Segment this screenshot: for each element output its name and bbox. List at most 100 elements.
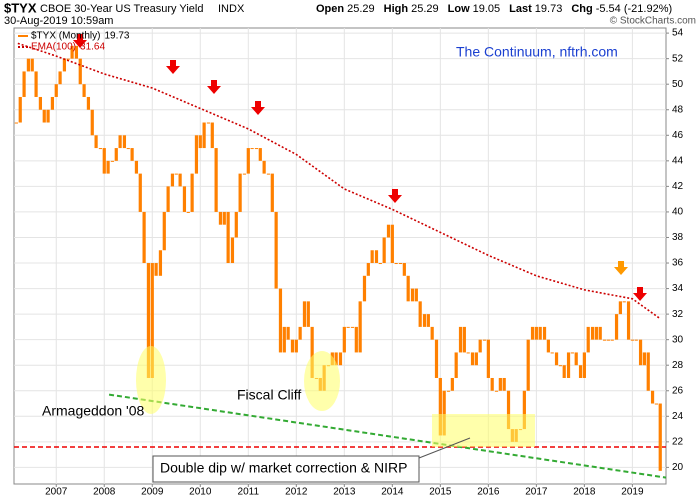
x-tick-label: 2018: [573, 487, 596, 498]
x-tick-label: 2011: [238, 487, 260, 498]
price-bar: [34, 71, 38, 97]
price-bar: [390, 224, 394, 264]
annotation: The Continuum, nftrh.com: [456, 44, 618, 60]
callout-line: [418, 437, 471, 459]
legend-value: 31.64: [80, 42, 105, 53]
price-bar: [86, 96, 91, 110]
price-bar: [122, 135, 127, 149]
instrument-name: CBOE 30-Year US Treasury Yield: [40, 3, 203, 15]
price-bar: [530, 326, 535, 340]
price-bar: [170, 173, 175, 187]
price-bar: [310, 326, 314, 378]
price-bar: [490, 377, 494, 391]
price-bar: [458, 326, 463, 353]
exchange: INDX: [218, 3, 245, 15]
price-bar: [366, 263, 370, 276]
price-bar: [550, 352, 554, 354]
price-bar: [130, 148, 134, 161]
price-bar: [606, 339, 610, 341]
price-bar: [30, 58, 34, 72]
price-bar: [554, 352, 559, 366]
price-bar: [50, 96, 55, 110]
x-tick-label: 2010: [189, 487, 212, 498]
price-bar: [174, 173, 178, 175]
highlight: [432, 414, 535, 447]
price-bar: [118, 135, 122, 149]
price-bar: [250, 148, 254, 150]
y-tick-label: 52: [672, 53, 684, 64]
stat-value: 19.05: [473, 3, 501, 15]
price-bar: [650, 390, 655, 404]
price-bar: [362, 275, 367, 302]
y-tick-label: 36: [672, 258, 684, 269]
arrow: [388, 189, 402, 203]
y-tick-label: 50: [672, 79, 684, 90]
price-bar: [158, 250, 163, 276]
x-tick-label: 2014: [381, 487, 404, 498]
price-bar: [198, 135, 202, 149]
price-bar: [278, 288, 283, 353]
price-bar: [266, 173, 271, 175]
price-bar: [430, 326, 434, 340]
stat-label: Low: [448, 3, 470, 15]
y-tick-label: 34: [672, 283, 684, 294]
x-tick-label: 2016: [477, 487, 500, 498]
price-bar: [438, 377, 442, 436]
price-bar: [382, 237, 386, 264]
price-bar: [546, 339, 550, 353]
price-bar: [94, 135, 98, 149]
arrow: [207, 80, 221, 94]
price-bar: [18, 96, 22, 123]
price-bar: [618, 301, 622, 315]
price-bar: [162, 211, 166, 251]
legend-label: EMA(100): [31, 42, 76, 53]
price-bar: [286, 326, 290, 340]
price-bar: [134, 160, 139, 174]
price-bar: [282, 326, 286, 353]
price-bar: [482, 339, 487, 341]
price-bar: [226, 211, 230, 264]
price-bar: [206, 122, 211, 124]
price-bar: [242, 173, 247, 175]
legend-label: $TYX (Monthly): [31, 31, 100, 42]
price-bar: [594, 326, 598, 340]
legend: $TYX (Monthly) 19.73 EMA(100) 31.64: [18, 31, 130, 53]
grid: 20 22 24 26 28 30 32 34 36 38 40 42 44 46 48 50 52 54 2007…: [14, 28, 684, 498]
price-bar: [626, 301, 631, 340]
y-tick-label: 20: [672, 462, 684, 473]
price-bar: [302, 301, 307, 327]
price-bar: [578, 365, 583, 378]
price-bar: [486, 339, 490, 378]
price-bar: [102, 148, 106, 174]
price-bar: [478, 339, 482, 353]
price-bar: [422, 314, 427, 327]
price-bar: [82, 84, 86, 97]
price-bar: [622, 301, 626, 303]
price-bar: [334, 352, 338, 366]
price-bar: [454, 352, 458, 378]
price-bar: [90, 109, 94, 136]
price-bar: [70, 45, 74, 59]
y-tick-label: 46: [672, 130, 684, 141]
price-bar: [166, 186, 170, 212]
price-bar: [634, 339, 638, 341]
price-bar: [150, 263, 154, 378]
price-bar: [54, 84, 58, 97]
annotation: Armageddon '08: [42, 403, 145, 419]
price-bar: [474, 352, 478, 366]
price-bar: [290, 339, 295, 353]
price-bar: [398, 263, 403, 265]
price-bar: [62, 58, 67, 72]
price-bar: [350, 326, 355, 328]
price-bar: [538, 326, 542, 340]
price-bar: [126, 148, 130, 150]
plot-frame: [13, 27, 667, 485]
legend-value: 19.73: [104, 31, 129, 42]
x-tick-label: 2008: [93, 487, 116, 498]
y-tick-label: 28: [672, 360, 684, 371]
price-bar: [582, 352, 586, 378]
price-bar: [358, 301, 362, 353]
price-bar: [306, 301, 310, 327]
